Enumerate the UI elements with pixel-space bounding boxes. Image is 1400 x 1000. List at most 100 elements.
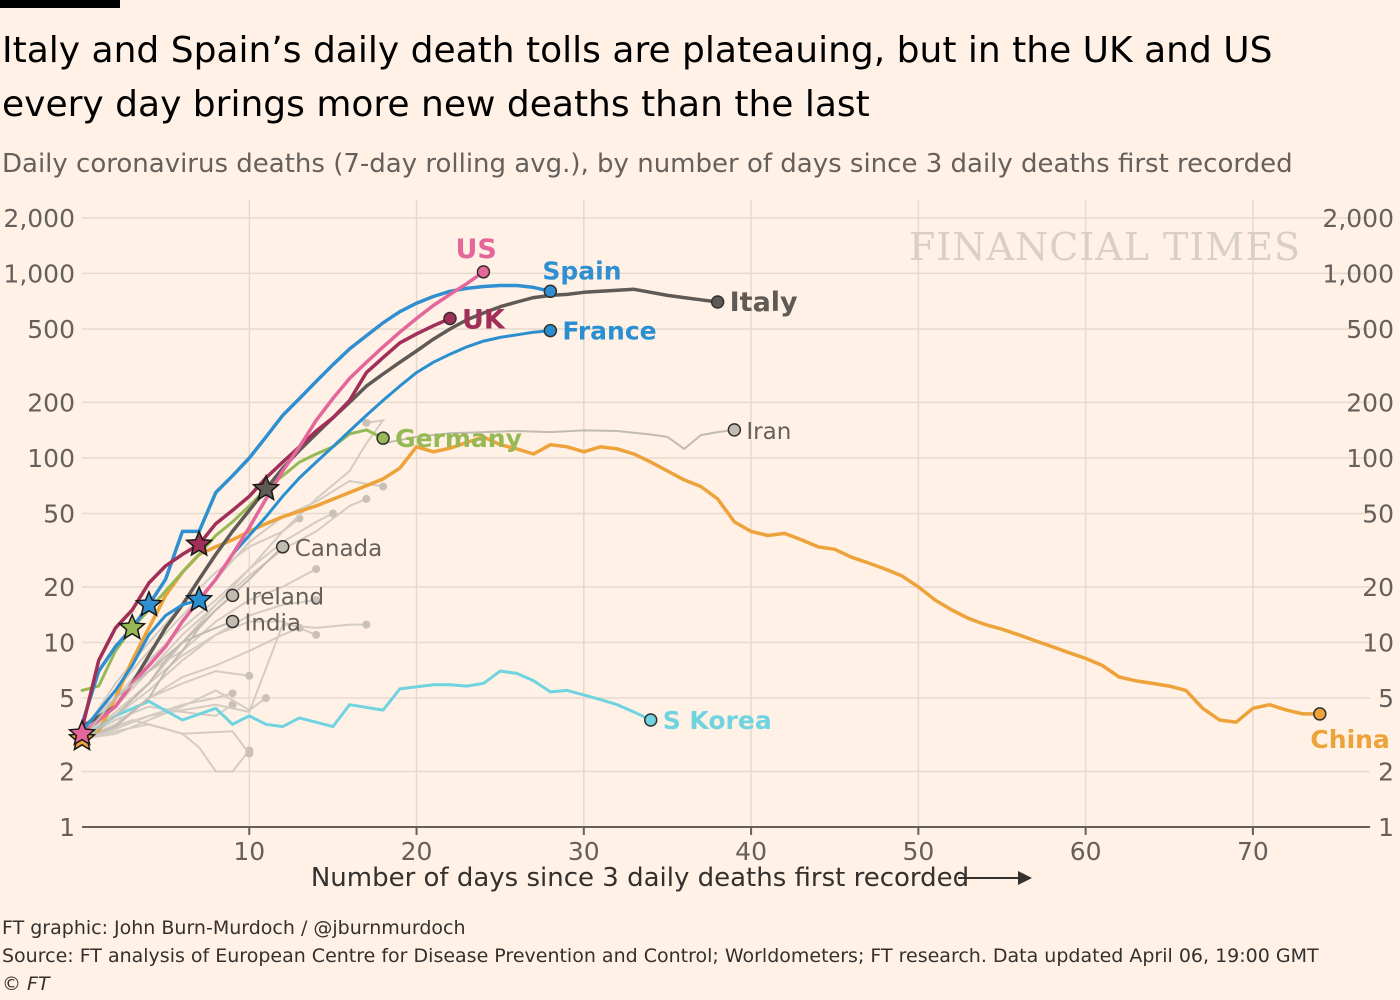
background-end-point	[328, 509, 337, 518]
series-label-india: India	[245, 610, 301, 636]
x-tick-label: 50	[902, 837, 934, 866]
series-line-india	[81, 620, 234, 740]
x-tick-label: 70	[1237, 837, 1269, 866]
end-point-france	[543, 323, 558, 338]
y-tick-label-right: 10	[1362, 628, 1394, 657]
series-label-germany: Germany	[395, 424, 522, 453]
y-tick-label-left: 10	[43, 628, 75, 657]
end-point-canada	[275, 540, 290, 554]
series-label-ireland: Ireland	[245, 584, 325, 610]
background-end-point	[312, 595, 321, 604]
lockdown-star-italy	[251, 473, 281, 501]
y-tick-label-right: 500	[1346, 315, 1394, 344]
x-tick-label: 40	[735, 837, 767, 866]
background-country-line	[81, 623, 367, 740]
footer-copyright: © FT	[2, 973, 50, 995]
end-point-iran	[727, 423, 742, 437]
lockdown-star-spain	[134, 589, 164, 617]
y-tick-label-left: 2	[59, 757, 75, 786]
y-tick-label-right: 2,000	[1322, 204, 1394, 233]
y-tick-label-left: 1	[59, 813, 75, 842]
end-point-uk	[443, 311, 457, 326]
axis-ticks: 1 1 2 2 5 5 10 10 20 20 50 50 100 100 200 200 500 500 1,00…	[3, 204, 1394, 866]
y-tick-label-right: 5	[1378, 684, 1394, 713]
series-lines	[80, 270, 1322, 741]
background-country-line	[81, 689, 267, 740]
x-tick-label: 60	[1070, 837, 1102, 866]
end-point-italy	[710, 295, 725, 309]
series-label-s-korea: S Korea	[663, 706, 772, 735]
ft-top-bar	[0, 0, 120, 8]
x-tick-label: 30	[568, 837, 600, 866]
chart-subtitle: Daily coronavirus deaths (7-day rolling …	[2, 149, 1293, 179]
y-tick-label-left: 50	[43, 500, 75, 529]
background-end-point	[245, 671, 254, 680]
end-point-us	[476, 265, 491, 279]
background-end-point	[228, 700, 237, 709]
x-axis-title: Number of days since 3 daily deaths firs…	[311, 863, 969, 893]
y-tick-label-left: 1,000	[3, 259, 75, 288]
background-end-point	[312, 630, 321, 639]
series-labels: China S Korea Iran Germany Italy France Spain U…	[245, 234, 1390, 754]
x-tick-label: 20	[401, 837, 433, 866]
background-end-point	[362, 620, 371, 629]
y-tick-label-left: 20	[43, 573, 75, 602]
lockdown-star-uk	[184, 529, 214, 557]
y-tick-label-left: 100	[27, 444, 75, 473]
y-tick-label-right: 50	[1362, 500, 1394, 529]
end-point-spain	[543, 284, 558, 299]
series-markers	[67, 265, 1327, 752]
series-label-spain: Spain	[542, 256, 621, 285]
y-tick-label-right: 100	[1346, 444, 1394, 473]
y-tick-label-right: 1,000	[1322, 259, 1394, 288]
background-end-point	[262, 694, 270, 703]
series-label-iran: Iran	[746, 419, 791, 445]
end-point-s-korea	[643, 713, 658, 727]
y-tick-label-right: 1	[1378, 813, 1394, 842]
footer-credit: FT graphic: John Burn-Murdoch / @jburnmu…	[2, 917, 466, 939]
background-country-line	[81, 723, 251, 773]
lockdown-star-germany	[117, 612, 147, 640]
background-country-line	[81, 512, 334, 733]
ft-watermark: FINANCIAL TIMES	[909, 225, 1301, 269]
y-tick-label-right: 20	[1362, 573, 1394, 602]
background-end-point	[362, 418, 371, 427]
end-point-ireland	[225, 588, 240, 603]
series-line-canada	[81, 545, 284, 740]
y-tick-label-right: 200	[1346, 388, 1394, 417]
series-line-italy	[80, 287, 720, 729]
footer-source: Source: FT analysis of European Centre f…	[2, 945, 1319, 967]
series-line-spain	[80, 283, 553, 727]
background-country-line	[81, 620, 317, 740]
end-point-china	[1313, 707, 1327, 721]
y-tick-label-right: 2	[1378, 757, 1394, 786]
series-line-iran	[382, 428, 736, 450]
end-point-germany	[376, 431, 390, 445]
y-tick-label-left: 5	[59, 684, 75, 713]
x-tick-label: 10	[233, 837, 265, 866]
background-end-point	[228, 689, 237, 698]
series-label-china: China	[1310, 725, 1389, 754]
series-line-us	[80, 270, 486, 736]
series-label-france: France	[562, 317, 656, 346]
series-line-s-korea	[80, 669, 653, 741]
series-label-canada: Canada	[295, 536, 383, 562]
series-line-china	[80, 435, 1322, 741]
chart-title: Italy and Spain’s daily death tolls are …	[2, 30, 1273, 125]
lockdown-star-us	[67, 718, 97, 746]
y-tick-label-left: 2,000	[3, 204, 75, 233]
series-label-uk: UK	[462, 304, 506, 335]
end-point-india	[225, 614, 240, 629]
y-tick-label-left: 500	[27, 315, 75, 344]
background-end-point	[379, 482, 388, 491]
series-line-ireland	[81, 594, 234, 740]
background-end-point	[245, 749, 254, 758]
lockdown-star-france	[184, 585, 214, 613]
series-label-italy: Italy	[730, 287, 798, 318]
series-label-us: US	[455, 234, 496, 265]
background-end-point	[312, 565, 321, 574]
background-end-point	[362, 494, 371, 503]
series-line-france	[80, 329, 552, 733]
line-chart: 1 1 2 2 5 5 10 10 20 20 50 50 100 100 200 200 500 500 1,00…	[3, 200, 1394, 893]
x-axis-arrow-icon	[958, 871, 1032, 885]
